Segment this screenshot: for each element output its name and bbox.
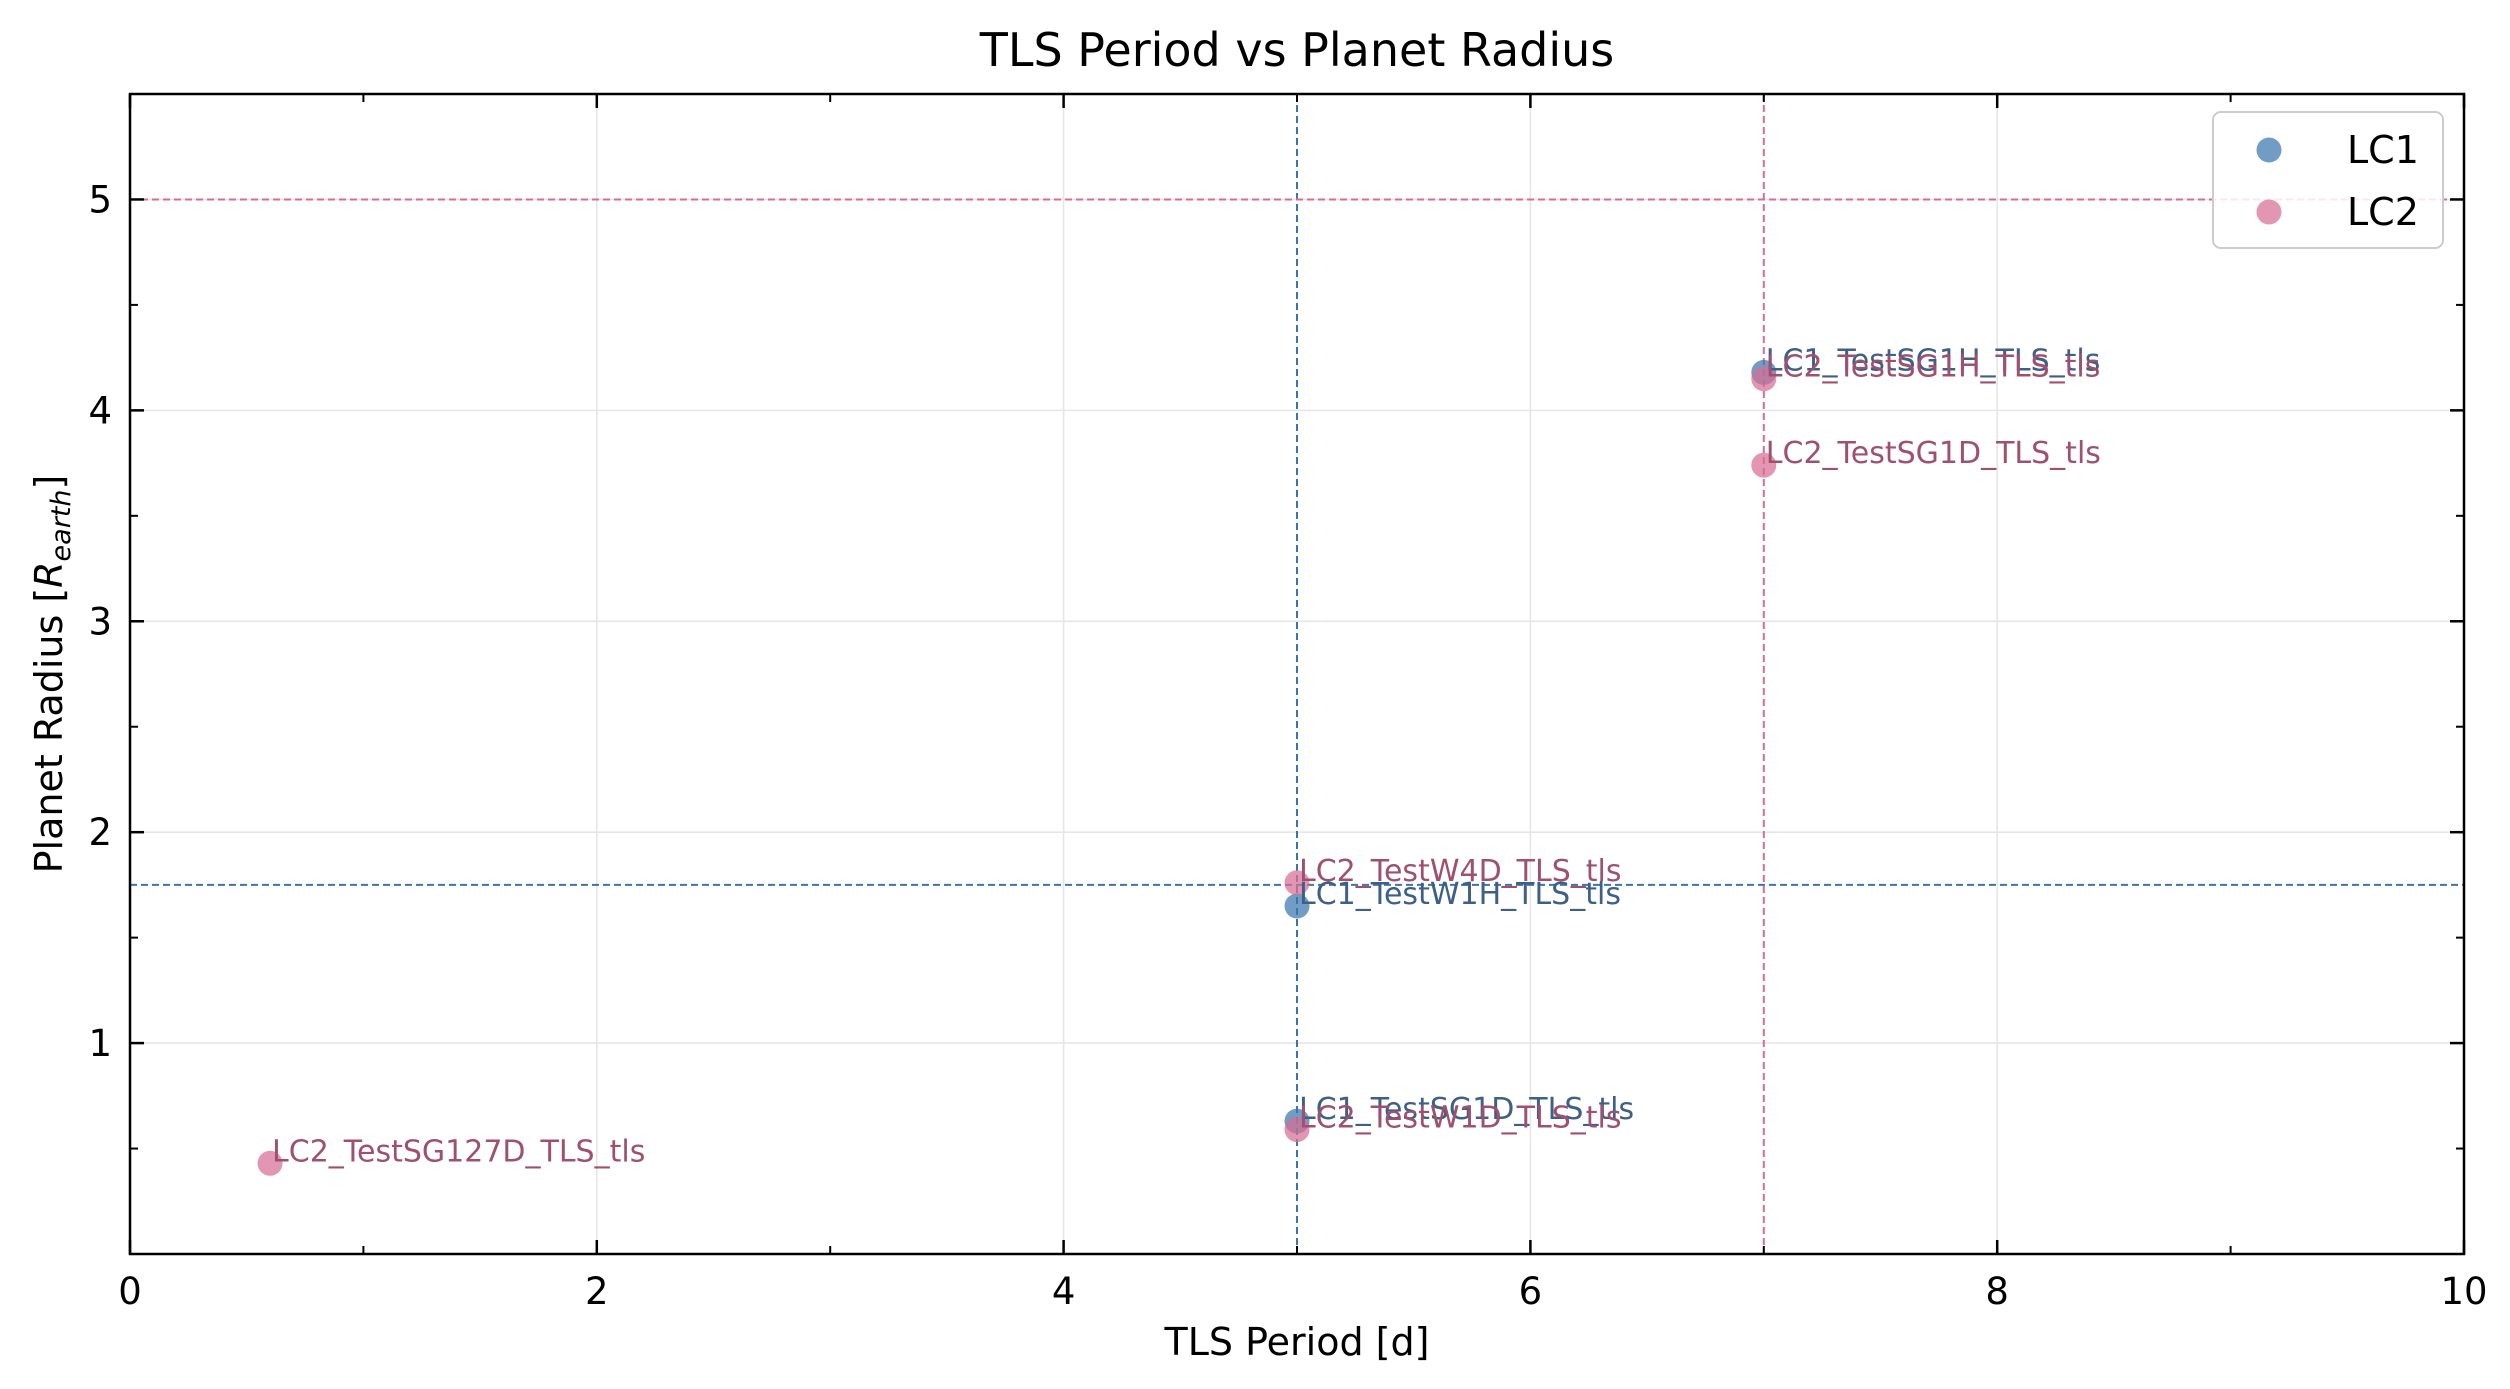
legend-marker-lc2 xyxy=(2256,199,2282,225)
lc2-point-label: LC2_TestW4D_TLS_tls xyxy=(1299,854,1622,889)
lc1-point-label: LC1_TestW1H_TLS_tls xyxy=(1299,877,1621,912)
legend-label-lc2: LC2 xyxy=(2347,190,2419,234)
x-tick-label: 6 xyxy=(1519,1270,1543,1313)
y-tick-label: 4 xyxy=(88,389,112,432)
lc2-point-label: LC2_TestSG1H_TLS_tls xyxy=(1766,350,2101,385)
y-axis-label-close: ] xyxy=(27,475,71,490)
x-tick-label: 4 xyxy=(1052,1270,1076,1313)
x-tick-label: 8 xyxy=(1985,1270,2009,1313)
x-tick-label: 0 xyxy=(118,1270,142,1313)
data-points xyxy=(257,359,1777,1176)
lc2-point-label: LC2_TestW1D_TLS_tls xyxy=(1299,1101,1622,1136)
y-tick-label: 1 xyxy=(88,1022,112,1065)
lc2-point xyxy=(1284,870,1310,896)
lc1-point-label: LC1_TestSG1D_TLS_tls xyxy=(1299,1092,1634,1127)
y-axis-label-main: Planet Radius [ xyxy=(27,588,71,874)
y-axis-label-subscript: earth xyxy=(46,489,77,561)
y-tick-label: 5 xyxy=(88,178,112,221)
lc2-point xyxy=(1751,366,1777,392)
y-tick-label: 2 xyxy=(88,811,112,854)
chart-title: TLS Period vs Planet Radius xyxy=(979,23,1614,77)
point-labels: LC1_TestW1H_TLS_tlsLC1_TestSG1D_TLS_tlsL… xyxy=(272,343,2101,1169)
legend-marker-lc1 xyxy=(2256,137,2282,163)
y-axis-label: Planet Radius [Rearth] xyxy=(27,475,77,874)
y-tick-label: 3 xyxy=(88,600,112,643)
x-tick-label: 2 xyxy=(585,1270,609,1313)
lc2-point xyxy=(257,1150,283,1176)
lc2-point-label: LC2_TestSG1D_TLS_tls xyxy=(1766,436,2101,471)
y-axis-label-symbol: R xyxy=(27,561,71,587)
lc1-point xyxy=(1284,893,1310,919)
legend-label-lc1: LC1 xyxy=(2347,128,2419,172)
lc2-point xyxy=(1284,1117,1310,1143)
x-axis-label: TLS Period [d] xyxy=(1164,1320,1430,1364)
lc1-point-label: LC1_TestSG1H_TLS_tls xyxy=(1766,343,2101,378)
lc2-point xyxy=(1751,452,1777,478)
x-tick-label: 10 xyxy=(2440,1270,2487,1313)
lc2-point-label: LC2_TestSG127D_TLS_tls xyxy=(272,1134,645,1169)
